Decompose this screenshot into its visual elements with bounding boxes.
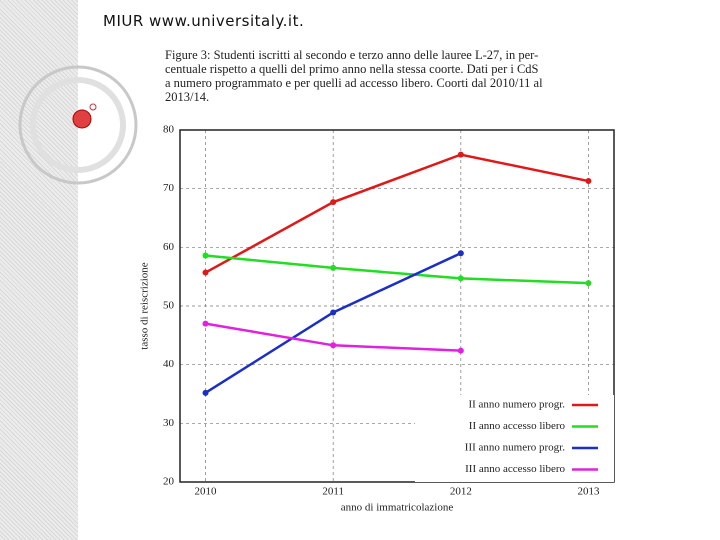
y-tick-label: 50 — [163, 300, 175, 312]
decor-dot — [72, 109, 92, 129]
caption-line: 2013/14. — [165, 90, 209, 104]
point — [457, 250, 464, 257]
point — [457, 151, 464, 158]
legend-label: II anno accesso libero — [469, 420, 566, 432]
y-tick-label: 40 — [163, 358, 175, 370]
y-axis-label: tasso di reiscrizione — [139, 262, 151, 349]
y-tick-label: 70 — [163, 182, 175, 194]
point — [457, 275, 464, 282]
point — [330, 199, 337, 206]
legend-label: II anno numero progr. — [468, 399, 565, 411]
point — [330, 309, 337, 316]
y-tick-label: 20 — [163, 476, 175, 488]
x-tick-label: 2010 — [195, 486, 218, 498]
x-axis-label: anno di immatricolazione — [341, 502, 454, 514]
caption-line: Figure 3: Studenti iscritti al secondo e… — [165, 48, 538, 62]
decor-dot — [89, 103, 97, 111]
y-tick-label: 80 — [163, 124, 175, 136]
decor-ring — [30, 77, 126, 173]
decor-ring — [18, 65, 138, 185]
header: MIUR www.universitaly.it. — [103, 12, 305, 30]
point — [457, 347, 464, 354]
point — [202, 389, 209, 396]
point — [585, 280, 592, 287]
caption-line: centuale rispetto a quelli del primo ann… — [165, 62, 539, 76]
caption-line: a numero programmato e per quelli ad acc… — [165, 76, 543, 90]
legend-label: III anno accesso libero — [465, 463, 565, 475]
y-tick-label: 60 — [163, 241, 175, 253]
series-line — [205, 254, 589, 285]
plot-frame — [179, 129, 615, 483]
point — [585, 178, 592, 185]
x-tick-label: 2011 — [322, 486, 344, 498]
point — [202, 252, 209, 259]
point — [330, 264, 337, 271]
point — [330, 342, 337, 349]
series-line — [204, 153, 589, 274]
point — [202, 269, 209, 276]
side-strip — [0, 0, 78, 540]
point — [202, 320, 209, 327]
x-tick-label: 2013 — [577, 486, 600, 498]
y-tick-label: 30 — [163, 417, 175, 429]
x-tick-label: 2012 — [450, 486, 472, 498]
legend-box — [415, 395, 614, 482]
legend-label: III anno numero progr. — [465, 442, 565, 454]
